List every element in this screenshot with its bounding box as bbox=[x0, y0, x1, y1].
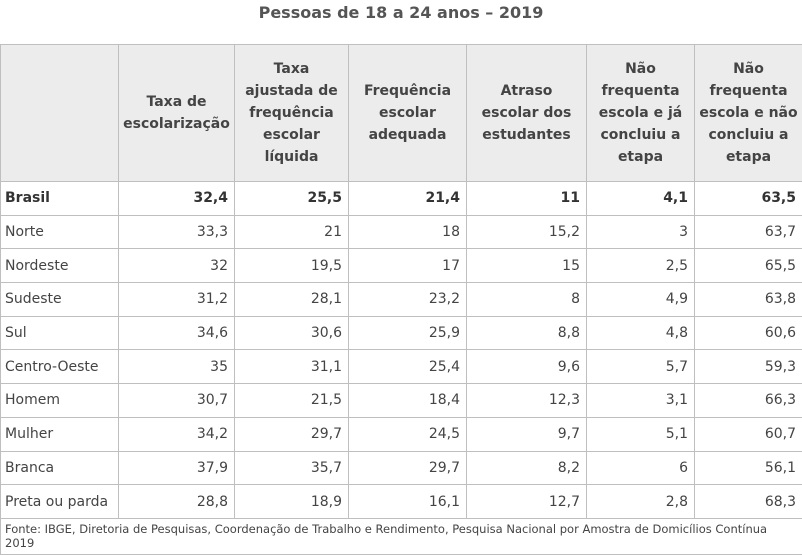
table-row: Mulher 34,2 29,7 24,5 9,7 5,1 60,7 bbox=[0, 416, 802, 452]
header-taxa-escolarizacao: Taxa de escolarização bbox=[118, 44, 235, 182]
table-cell: 16,1 bbox=[348, 484, 467, 519]
header-row: Taxa de escolarização Taxa ajustada de f… bbox=[0, 44, 802, 182]
row-label: Preta ou parda bbox=[0, 484, 119, 519]
row-label: Norte bbox=[0, 214, 119, 250]
table-cell: 31,2 bbox=[118, 282, 235, 317]
table-cell: 15,2 bbox=[466, 214, 587, 250]
table-cell: 4,1 bbox=[586, 181, 695, 216]
table-cell: 21,5 bbox=[234, 383, 349, 418]
table-cell: 68,3 bbox=[694, 484, 802, 519]
table-cell: 25,4 bbox=[348, 349, 467, 385]
table-cell: 17 bbox=[348, 248, 467, 284]
table-cell: 34,6 bbox=[118, 315, 235, 351]
table-row: Sudeste 31,2 28,1 23,2 8 4,9 63,8 bbox=[0, 282, 802, 317]
table-cell: 8,8 bbox=[466, 315, 587, 351]
table-row: Centro-Oeste 35 31,1 25,4 9,6 5,7 59,3 bbox=[0, 349, 802, 385]
table-cell: 5,1 bbox=[586, 416, 695, 452]
table-cell: 11 bbox=[466, 181, 587, 216]
source-note: Fonte: IBGE, Diretoria de Pesquisas, Coo… bbox=[0, 517, 802, 555]
table-cell: 24,5 bbox=[348, 416, 467, 452]
header-atraso-escolar: Atraso escolar dos estudantes bbox=[466, 44, 587, 182]
table-cell: 9,6 bbox=[466, 349, 587, 385]
table-cell: 32 bbox=[118, 248, 235, 284]
table-cell: 28,8 bbox=[118, 484, 235, 519]
table-cell: 2,5 bbox=[586, 248, 695, 284]
table-body: Brasil 32,4 25,5 21,4 11 4,1 63,5 Norte 33,3 21 18… bbox=[0, 181, 802, 519]
table-cell: 60,7 bbox=[694, 416, 802, 452]
row-label: Centro-Oeste bbox=[0, 349, 119, 385]
table-cell: 30,6 bbox=[234, 315, 349, 351]
row-label: Branca bbox=[0, 450, 119, 486]
row-label: Sudeste bbox=[0, 282, 119, 317]
table-row: Branca 37,9 35,7 29,7 8,2 6 56,1 bbox=[0, 450, 802, 486]
table-cell: 28,1 bbox=[234, 282, 349, 317]
row-label: Brasil bbox=[0, 181, 119, 216]
table-cell: 32,4 bbox=[118, 181, 235, 216]
table-row: Norte 33,3 21 18 15,2 3 63,7 bbox=[0, 214, 802, 250]
table-cell: 60,6 bbox=[694, 315, 802, 351]
table-cell: 65,5 bbox=[694, 248, 802, 284]
table-cell: 8 bbox=[466, 282, 587, 317]
table-cell: 2,8 bbox=[586, 484, 695, 519]
row-label: Homem bbox=[0, 383, 119, 418]
data-table: Taxa de escolarização Taxa ajustada de f… bbox=[0, 44, 802, 555]
table-cell: 21 bbox=[234, 214, 349, 250]
header-cell-blank bbox=[0, 44, 119, 182]
table-cell: 35,7 bbox=[234, 450, 349, 486]
table-row: Homem 30,7 21,5 18,4 12,3 3,1 66,3 bbox=[0, 383, 802, 418]
table-cell: 3,1 bbox=[586, 383, 695, 418]
table-cell: 4,8 bbox=[586, 315, 695, 351]
table-cell: 30,7 bbox=[118, 383, 235, 418]
table-cell: 66,3 bbox=[694, 383, 802, 418]
table-cell: 12,3 bbox=[466, 383, 587, 418]
table-cell: 18,9 bbox=[234, 484, 349, 519]
table-cell: 8,2 bbox=[466, 450, 587, 486]
table-cell: 6 bbox=[586, 450, 695, 486]
table-cell: 33,3 bbox=[118, 214, 235, 250]
header-frequencia-adequada: Frequência escolar adequada bbox=[348, 44, 467, 182]
table-cell: 25,5 bbox=[234, 181, 349, 216]
table-cell: 3 bbox=[586, 214, 695, 250]
table-cell: 23,2 bbox=[348, 282, 467, 317]
table-cell: 29,7 bbox=[348, 450, 467, 486]
header-concluiu-etapa: Não frequenta escola e já concluiu a eta… bbox=[586, 44, 695, 182]
table-cell: 15 bbox=[466, 248, 587, 284]
table-cell: 63,5 bbox=[694, 181, 802, 216]
row-label: Sul bbox=[0, 315, 119, 351]
table-cell: 37,9 bbox=[118, 450, 235, 486]
table-cell: 34,2 bbox=[118, 416, 235, 452]
table-cell: 9,7 bbox=[466, 416, 587, 452]
table-cell: 18 bbox=[348, 214, 467, 250]
table-cell: 18,4 bbox=[348, 383, 467, 418]
table-cell: 63,8 bbox=[694, 282, 802, 317]
table-cell: 35 bbox=[118, 349, 235, 385]
source-row: Fonte: IBGE, Diretoria de Pesquisas, Coo… bbox=[0, 517, 802, 555]
table-cell: 4,9 bbox=[586, 282, 695, 317]
table-cell: 31,1 bbox=[234, 349, 349, 385]
table-cell: 63,7 bbox=[694, 214, 802, 250]
header-nao-concluiu-etapa: Não frequenta escola e não concluiu a et… bbox=[694, 44, 802, 182]
table-cell: 19,5 bbox=[234, 248, 349, 284]
table-cell: 56,1 bbox=[694, 450, 802, 486]
row-label: Nordeste bbox=[0, 248, 119, 284]
table-row: Brasil 32,4 25,5 21,4 11 4,1 63,5 bbox=[0, 181, 802, 216]
table-row: Sul 34,6 30,6 25,9 8,8 4,8 60,6 bbox=[0, 315, 802, 351]
table-cell: 59,3 bbox=[694, 349, 802, 385]
table-cell: 5,7 bbox=[586, 349, 695, 385]
table-row: Preta ou parda 28,8 18,9 16,1 12,7 2,8 68,3 bbox=[0, 484, 802, 519]
header-taxa-ajustada: Taxa ajustada de frequência escolar líqu… bbox=[234, 44, 349, 182]
table-cell: 25,9 bbox=[348, 315, 467, 351]
table-cell: 29,7 bbox=[234, 416, 349, 452]
table-cell: 21,4 bbox=[348, 181, 467, 216]
row-label: Mulher bbox=[0, 416, 119, 452]
table-title: Pessoas de 18 a 24 anos – 2019 bbox=[258, 3, 544, 22]
table-cell: 12,7 bbox=[466, 484, 587, 519]
table-row: Nordeste 32 19,5 17 15 2,5 65,5 bbox=[0, 248, 802, 284]
